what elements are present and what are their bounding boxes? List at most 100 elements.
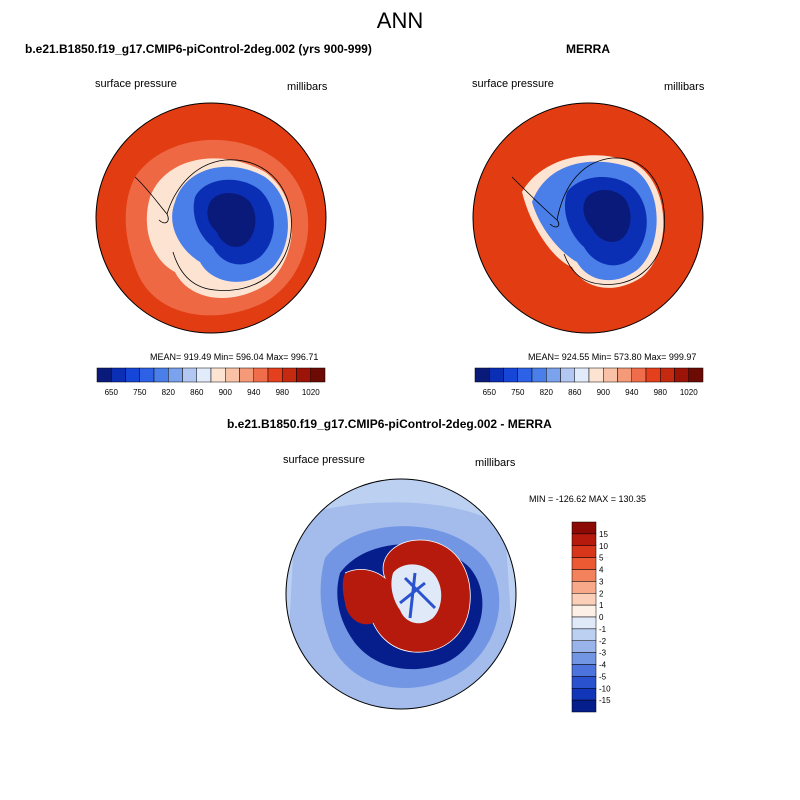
panel-1-map [95, 102, 327, 334]
colorbar-swatch [239, 367, 254, 383]
panel-2-coastline [556, 157, 665, 285]
colorbar-tick-label: 4 [599, 566, 604, 575]
colorbar-swatch [571, 604, 597, 618]
colorbar-swatch [571, 545, 597, 558]
colorbar-swatch [531, 367, 547, 383]
colorbar-tick-label: 900 [597, 388, 611, 397]
colorbar-swatch [645, 367, 661, 383]
colorbar-swatch [96, 367, 112, 383]
colorbar-tick-label: 980 [276, 388, 290, 397]
colorbar-swatch [310, 367, 326, 383]
colorbar-swatch [571, 699, 597, 713]
colorbar-tick-label: 1020 [302, 388, 320, 397]
panel-2-stats: MEAN= 924.55 Min= 573.80 Max= 999.97 [528, 352, 697, 362]
colorbar-swatch [546, 367, 561, 383]
colorbar-swatch [674, 367, 689, 383]
colorbar-tick-label: -5 [599, 672, 607, 681]
colorbar-tick-label: 820 [540, 388, 554, 397]
panel-3-map [285, 478, 517, 710]
colorbar-swatch [571, 569, 597, 582]
colorbar-tick-label: -3 [599, 649, 607, 658]
colorbar-swatch [631, 367, 647, 383]
panel-3-units-label: millibars [475, 457, 516, 469]
colorbar-swatch [474, 367, 490, 383]
colorbar-tick-label: 650 [105, 388, 119, 397]
colorbar-swatch [571, 652, 597, 665]
panel-2-map-border [472, 102, 704, 334]
colorbar-swatch [688, 367, 704, 383]
colorbar-swatch [503, 367, 518, 383]
colorbar-swatch [282, 367, 297, 383]
colorbar-tick-label: 5 [599, 554, 604, 563]
panel-1-colorbar [96, 367, 326, 383]
colorbar-tick-label: 0 [599, 613, 604, 622]
colorbar-tick-label: 750 [133, 388, 147, 397]
colorbar-tick-label: 1020 [680, 388, 698, 397]
colorbar-tick-label: 1 [599, 601, 604, 610]
main-title: ANN [376, 8, 424, 33]
panel-2-title: MERRA [566, 42, 610, 56]
colorbar-swatch [225, 367, 240, 383]
colorbar-tick-label: 3 [599, 577, 604, 586]
colorbar-tick-label: 820 [162, 388, 176, 397]
colorbar-swatch [571, 557, 597, 570]
colorbar-tick-label: 650 [483, 388, 497, 397]
colorbar-swatch [571, 521, 597, 535]
panel-2-colorbar [474, 367, 704, 383]
colorbar-tick-label: 900 [219, 388, 233, 397]
panel-2-colorbar-ticks: 650 750 820 860 900 940 980 1020 [483, 388, 699, 397]
colorbar-swatch [574, 367, 590, 383]
panel-3-variable-label: surface pressure [283, 454, 365, 466]
panel-1-stats: MEAN= 919.49 Min= 596.04 Max= 996.71 [150, 352, 319, 362]
panel-3-colorbar [571, 521, 597, 713]
colorbar-swatch [560, 367, 575, 383]
colorbar-swatch [571, 688, 597, 701]
colorbar-swatch [571, 628, 597, 641]
colorbar-swatch [588, 367, 604, 383]
panel-3-coastline [344, 539, 471, 653]
colorbar-tick-label: -10 [599, 684, 611, 693]
colorbar-swatch [153, 367, 169, 383]
colorbar-tick-label: 10 [599, 542, 608, 551]
panel-2-units-label: millibars [664, 81, 705, 93]
colorbar-swatch [182, 367, 197, 383]
colorbar-tick-label: 980 [654, 388, 668, 397]
colorbar-swatch [603, 367, 618, 383]
colorbar-swatch [111, 367, 126, 383]
colorbar-tick-label: -2 [599, 637, 607, 646]
colorbar-tick-label: 860 [190, 388, 204, 397]
colorbar-tick-label: 860 [568, 388, 582, 397]
panel-2-variable-label: surface pressure [472, 78, 554, 90]
panel-3-stats: MIN = -126.62 MAX = 130.35 [529, 494, 647, 504]
colorbar-swatch [660, 367, 675, 383]
colorbar-swatch [296, 367, 311, 383]
colorbar-tick-label: -4 [599, 661, 607, 670]
colorbar-swatch [571, 616, 597, 630]
panel-2-plateau-core [583, 189, 631, 242]
colorbar-swatch [617, 367, 632, 383]
colorbar-tick-label: 940 [625, 388, 639, 397]
panel-3-plateau-neutral [391, 564, 442, 624]
panel-1-title: b.e21.B1850.f19_g17.CMIP6-piControl-2deg… [25, 42, 372, 56]
colorbar-tick-label: 940 [247, 388, 261, 397]
panel-1-map-border [95, 102, 327, 334]
colorbar-swatch [571, 640, 597, 653]
panel-3-map-border [285, 478, 517, 710]
colorbar-swatch [517, 367, 533, 383]
colorbar-swatch [571, 581, 597, 594]
colorbar-swatch [267, 367, 283, 383]
colorbar-swatch [139, 367, 155, 383]
colorbar-tick-label: 15 [599, 530, 608, 539]
colorbar-tick-label: -15 [599, 696, 611, 705]
panel-1-units-label: millibars [287, 81, 328, 93]
colorbar-swatch [571, 664, 597, 677]
colorbar-swatch [489, 367, 504, 383]
colorbar-swatch [125, 367, 140, 383]
colorbar-tick-label: -1 [599, 625, 607, 634]
panel-1-variable-label: surface pressure [95, 78, 177, 90]
colorbar-swatch [571, 533, 597, 546]
colorbar-swatch [571, 676, 597, 689]
colorbar-tick-label: 750 [511, 388, 525, 397]
panel-2-map [472, 102, 704, 334]
